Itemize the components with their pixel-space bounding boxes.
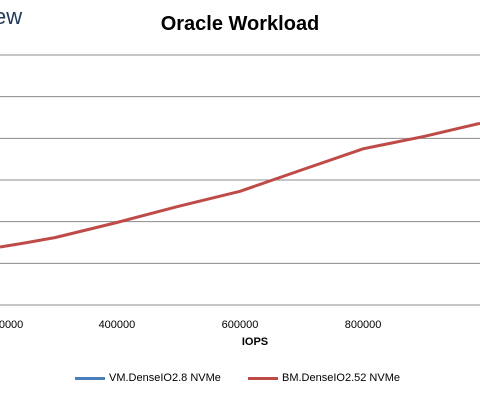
legend-swatch-vm <box>75 376 105 380</box>
legend-label-bm: BM.DenseIO2.52 NVMe <box>282 372 400 384</box>
x-axis-label: IOPS <box>241 336 269 348</box>
legend-label-vm: VM.DenseIO2.8 NVMe <box>109 372 221 384</box>
legend-swatch-bm <box>248 376 278 380</box>
x-tick-label: 00000 <box>0 319 23 331</box>
series-line-1 <box>0 121 480 249</box>
legend-item-vm: VM.DenseIO2.8 NVMe <box>75 372 221 384</box>
corner-logo-text: ew <box>0 4 23 29</box>
legend-item-bm: BM.DenseIO2.52 NVMe <box>248 372 400 384</box>
series-lines <box>0 121 480 249</box>
chart-title: Oracle Workload <box>160 13 320 35</box>
gridlines <box>0 54 480 306</box>
x-tick-labels: 00000 400000 600000 800000 <box>0 319 381 331</box>
x-tick-label: 600000 <box>222 319 259 331</box>
x-tick-label: 800000 <box>345 319 382 331</box>
x-tick-label: 400000 <box>99 319 136 331</box>
